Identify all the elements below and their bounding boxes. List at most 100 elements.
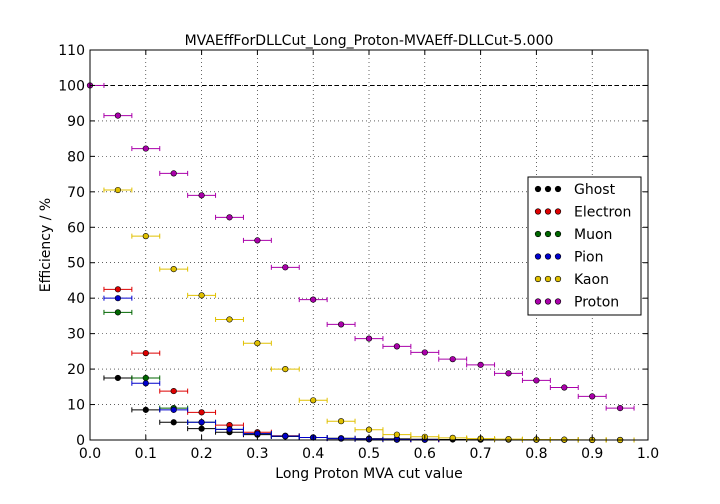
x-axis-label: Long Proton MVA cut value [275, 466, 462, 482]
data-point [533, 377, 540, 384]
data-point [505, 436, 512, 443]
data-point [114, 374, 121, 382]
legend-marker [534, 253, 542, 260]
legend-marker [544, 208, 552, 215]
data-point [142, 380, 149, 387]
legend-marker [554, 208, 562, 215]
legend-label: Pion [574, 250, 603, 266]
series-electron [103, 286, 440, 443]
data-point [114, 186, 121, 194]
data-point [198, 425, 205, 432]
legend-marker [534, 275, 542, 283]
legend-marker [534, 185, 542, 193]
legend-marker [534, 208, 542, 215]
data-point [449, 434, 456, 441]
series-kaon [103, 186, 635, 444]
x-tick-label: 0.1 [135, 446, 157, 462]
data-point [142, 145, 149, 152]
data-point [477, 361, 484, 368]
x-tick-label: 0.4 [302, 446, 324, 462]
data-point [393, 343, 401, 350]
y-tick-label: 30 [67, 327, 85, 343]
legend-marker [554, 185, 562, 193]
data-point [226, 214, 233, 221]
y-tick-label: 80 [67, 149, 85, 165]
x-tick-label: 0.7 [469, 446, 491, 462]
data-point [142, 233, 149, 240]
legend-label: Muon [574, 227, 612, 243]
data-point [589, 393, 596, 400]
x-tick-label: 0.3 [246, 446, 268, 462]
data-point [365, 426, 373, 433]
legend: Ghost Electron Muon Pion Kaon Proton [527, 176, 642, 316]
legend-marker [554, 253, 562, 260]
legend-item-electron: Electron [534, 205, 631, 221]
data-point [561, 384, 568, 391]
legend-marker [554, 298, 562, 305]
data-point [170, 170, 177, 177]
legend-marker [544, 185, 552, 193]
x-tick-label: 1.0 [637, 446, 659, 462]
legend-label: Ghost [574, 182, 616, 198]
legend-label: Kaon [574, 272, 609, 288]
data-point [338, 321, 345, 328]
legend-marker [534, 230, 542, 238]
y-tick-label: 50 [67, 256, 85, 272]
legend-marker [544, 275, 552, 283]
data-point [616, 404, 624, 412]
legend-item-pion: Pion [534, 250, 603, 266]
data-point [114, 286, 121, 293]
data-point [114, 295, 121, 302]
y-tick-label: 60 [67, 220, 85, 236]
data-point [310, 296, 317, 303]
legend-item-muon: Muon [534, 227, 612, 243]
y-tick-label: 40 [67, 291, 85, 307]
data-point [198, 292, 205, 299]
legend-item-ghost: Ghost [534, 182, 616, 198]
data-point [170, 387, 177, 395]
data-point [505, 370, 512, 377]
x-tick-label: 0.6 [414, 446, 436, 462]
data-point [282, 365, 289, 373]
y-tick-label: 0 [76, 433, 85, 449]
legend-marker [554, 275, 562, 283]
data-point [170, 266, 177, 273]
chart-title: MVAEffForDLLCut_Long_Proton-MVAEff-DLLCu… [185, 33, 554, 49]
data-point [170, 406, 177, 413]
legend-marker [554, 230, 562, 238]
legend-label: Electron [574, 205, 631, 221]
legend-box [527, 176, 642, 316]
legend-marker [544, 230, 552, 238]
legend-marker [544, 253, 552, 260]
legend-item-proton: Proton [534, 295, 619, 311]
x-tick-label: 0.5 [358, 446, 380, 462]
data-point [142, 374, 149, 382]
data-point [254, 237, 261, 244]
x-tick-label: 0.2 [190, 446, 212, 462]
data-point [142, 350, 149, 357]
data-point [142, 406, 149, 413]
y-tick-label: 10 [67, 398, 85, 414]
legend-marker [544, 298, 552, 305]
data-point [282, 264, 289, 271]
data-point [365, 335, 373, 342]
y-axis-label: Efficiency / % [38, 198, 54, 292]
data-point [226, 426, 233, 433]
data-point [449, 356, 456, 363]
data-point [310, 397, 317, 404]
legend-item-kaon: Kaon [534, 272, 609, 288]
data-point [198, 192, 205, 199]
data-point [421, 349, 428, 356]
data-point [254, 340, 261, 347]
x-tick-label: 0.8 [525, 446, 547, 462]
x-tick-label: 0.0 [79, 446, 101, 462]
data-point [393, 431, 401, 438]
data-point [170, 419, 177, 426]
data-point [114, 309, 121, 316]
y-tick-label: 20 [67, 362, 85, 378]
x-tick-label: 0.9 [581, 446, 603, 462]
data-point [114, 112, 121, 119]
data-point [198, 419, 205, 426]
data-point [282, 433, 289, 440]
